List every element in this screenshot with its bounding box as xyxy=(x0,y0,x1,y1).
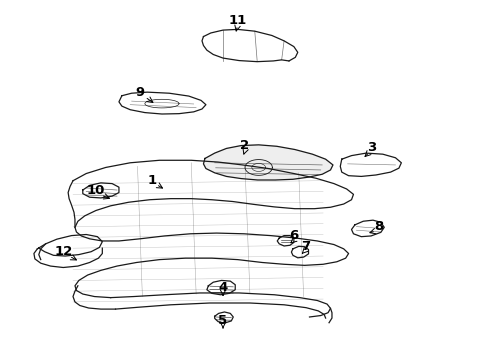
Text: 12: 12 xyxy=(54,245,73,258)
Text: 5: 5 xyxy=(219,314,227,327)
Text: 8: 8 xyxy=(375,220,384,233)
Polygon shape xyxy=(203,145,333,180)
Text: 9: 9 xyxy=(135,86,145,99)
Text: 4: 4 xyxy=(219,281,228,294)
Text: 11: 11 xyxy=(228,14,247,27)
Text: 3: 3 xyxy=(368,141,377,154)
Text: 10: 10 xyxy=(87,184,105,197)
Text: 2: 2 xyxy=(241,139,249,152)
Text: 1: 1 xyxy=(147,174,157,186)
Text: 6: 6 xyxy=(289,229,298,242)
Text: 7: 7 xyxy=(301,240,311,253)
